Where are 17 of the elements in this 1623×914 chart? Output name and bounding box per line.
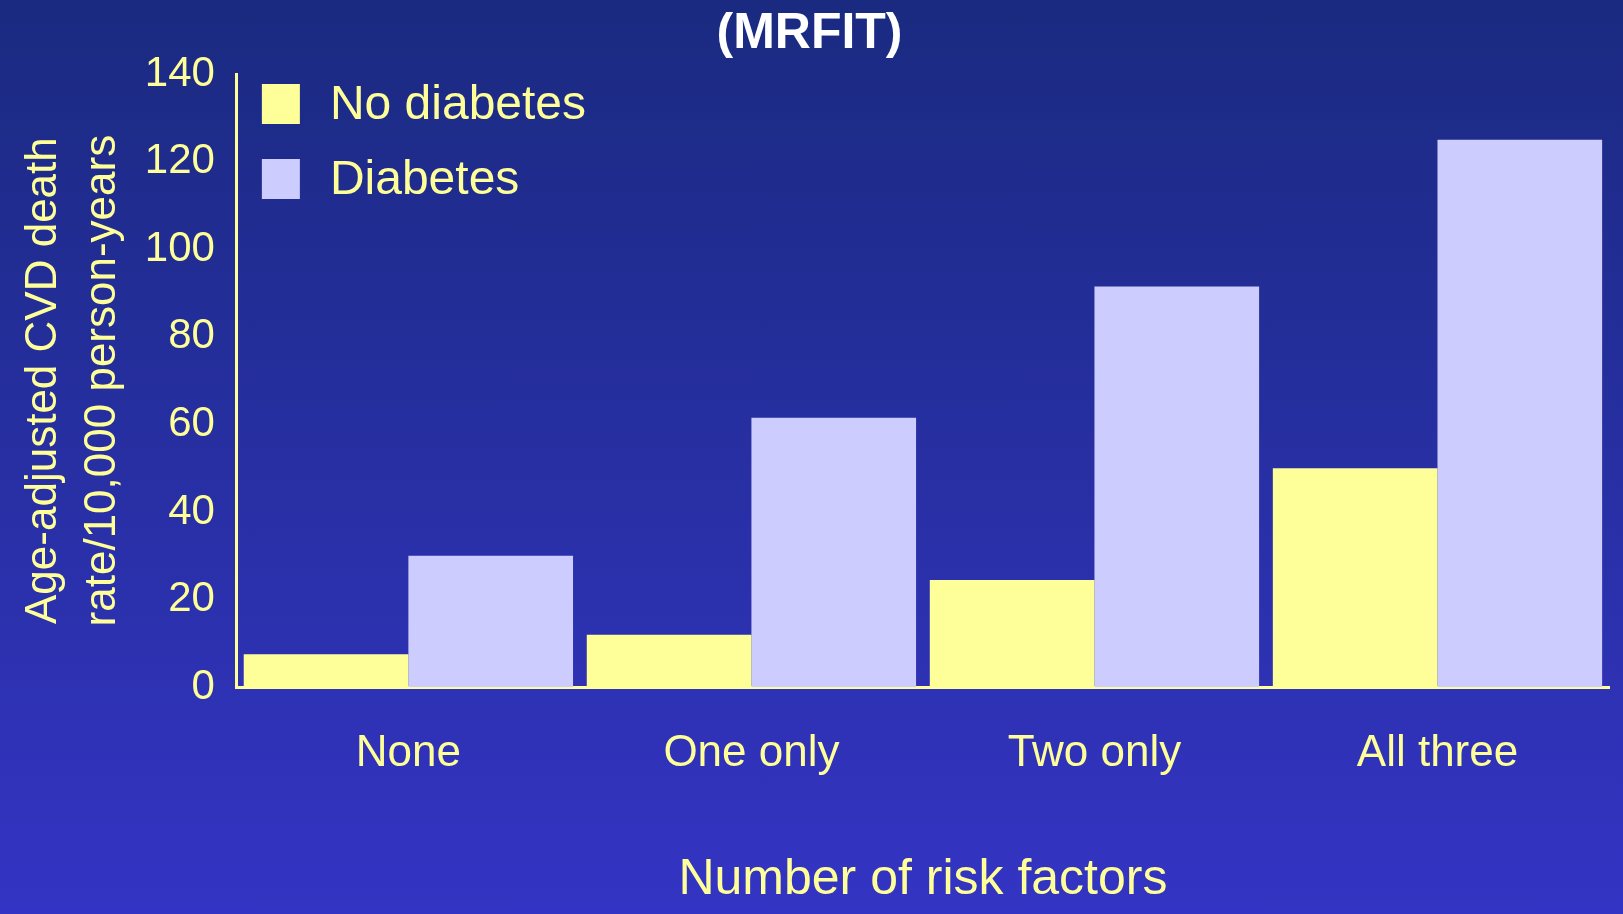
y-tick-label: 80 [168,310,215,358]
x-tick-label: One only [663,725,840,775]
legend-label: Diabetes [329,151,520,205]
x-tick-label: None [355,725,461,775]
x-tick-label: Two only [1007,725,1182,775]
y-tick-label: 20 [168,573,215,621]
y-axis-title: Age-adjusted CVD death rate/10,000 person-years [15,134,125,627]
y-tick-label: 100 [144,222,215,270]
y-tick-label: 40 [168,485,215,533]
legend-label: No diabetes [329,76,587,130]
chart-title: (MRFIT) [716,2,903,59]
y-tick-label: 60 [168,397,215,445]
y-tick-label: 120 [144,135,215,183]
x-axis-title: Number of risk factors [678,848,1168,905]
y-tick-label: 140 [144,47,215,95]
y-tick-label: 0 [191,660,215,708]
x-tick-label: All three [1356,725,1519,775]
